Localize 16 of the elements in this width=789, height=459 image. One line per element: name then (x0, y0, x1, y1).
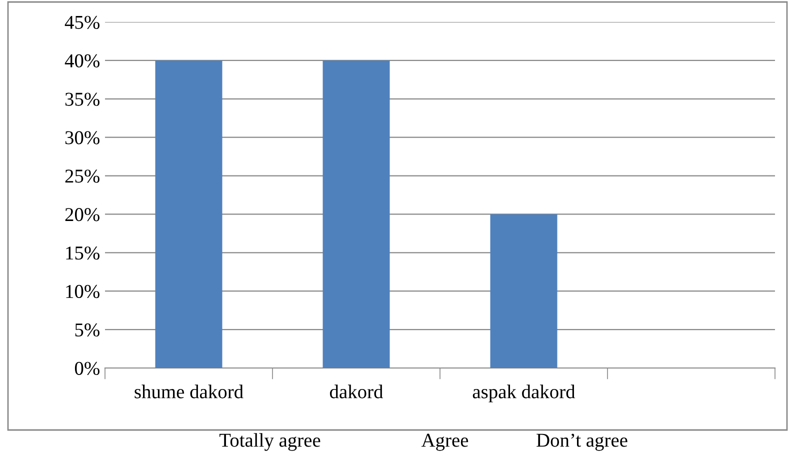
text: Totally agree (219, 433, 320, 451)
text: Don’t agree (536, 434, 628, 451)
y-tick-label: 45% (64, 16, 100, 29)
text: Agree (421, 434, 468, 451)
y-tick-label: 35% (65, 92, 100, 106)
y-tick-label: 0% (74, 362, 100, 375)
y-tick-label: 20% (65, 208, 100, 222)
y-tick-label: 30% (65, 131, 100, 144)
x-tick-label: aspak dakord (472, 384, 576, 402)
x-tick-label: shume dakord (134, 384, 244, 398)
y-tick-label: 40% (64, 54, 100, 68)
x-tick-label: dakord (330, 384, 384, 398)
y-tick-label: 15% (66, 246, 100, 260)
y-tick-label: 25% (65, 170, 100, 183)
y-tick-label: 5% (75, 323, 100, 337)
y-tick-label: 10% (66, 284, 100, 298)
